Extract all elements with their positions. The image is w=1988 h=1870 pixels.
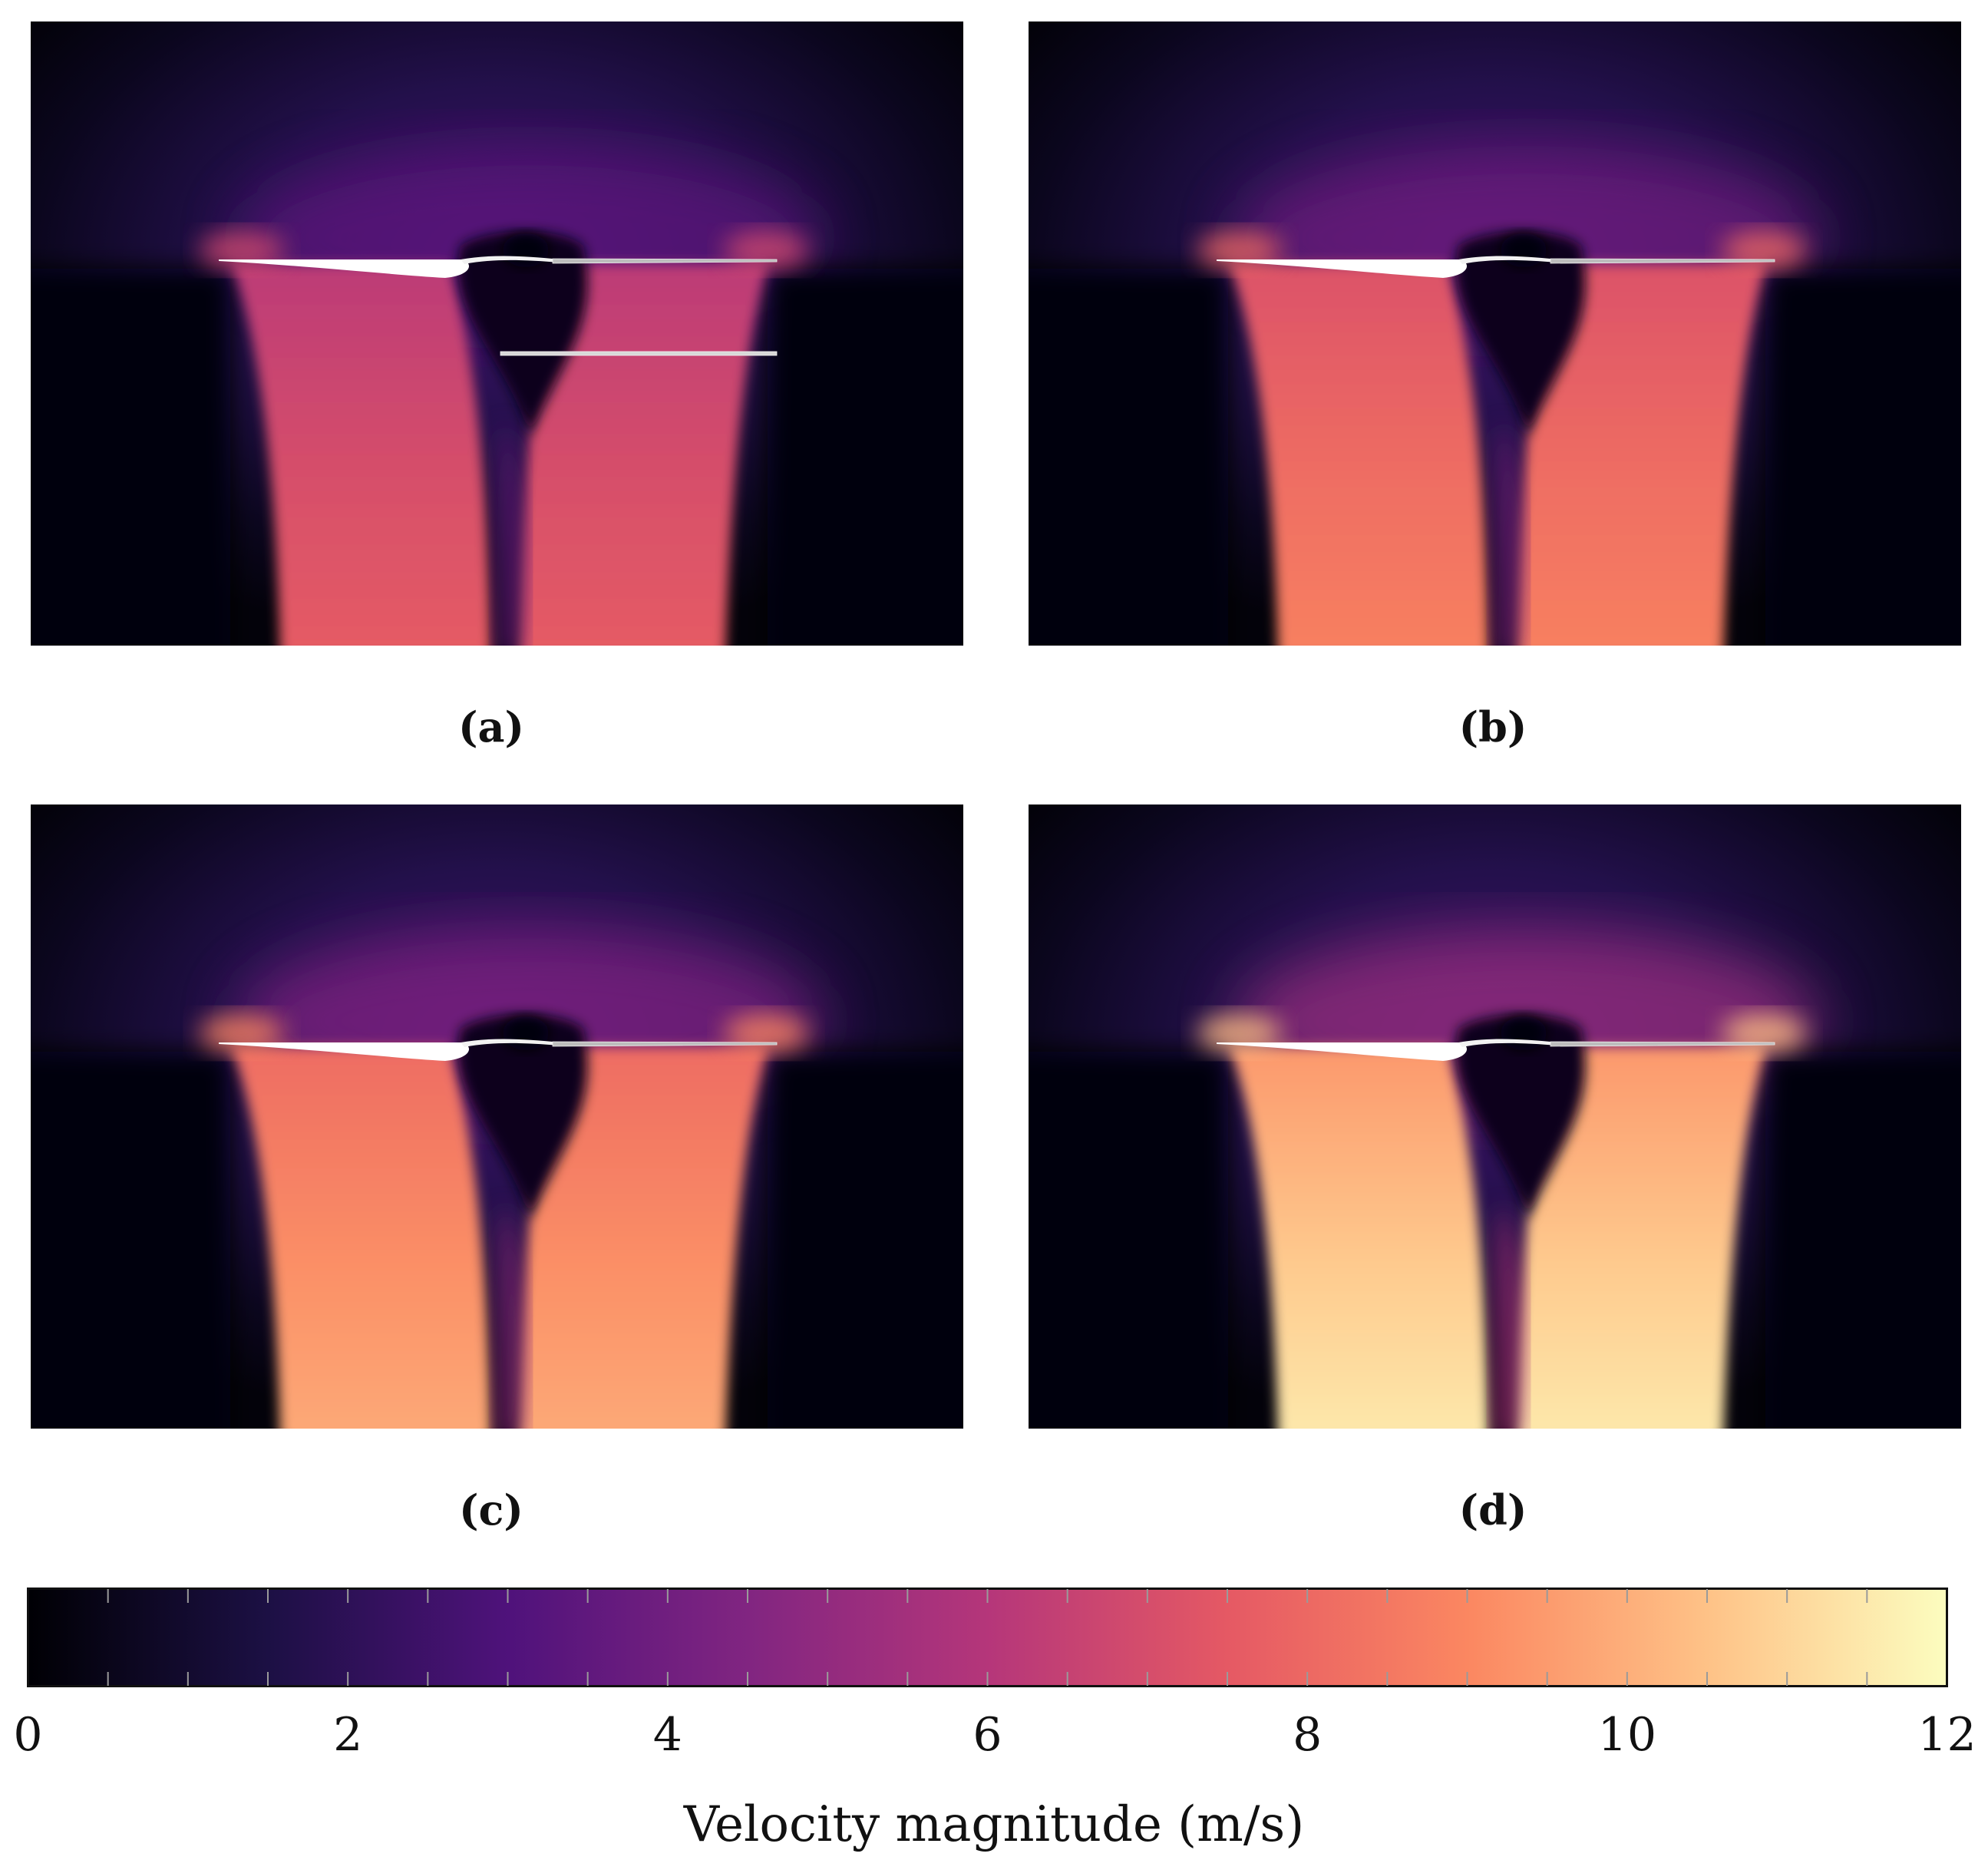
colorbar-tick-label: 8 bbox=[1293, 1708, 1323, 1762]
wake-jet-left bbox=[232, 264, 491, 646]
outer-low-speed-region-left bbox=[1029, 269, 1228, 646]
outer-low-speed-region-right bbox=[768, 269, 963, 646]
velocity-field-panel-a bbox=[31, 21, 963, 646]
rotor-blade-left bbox=[219, 259, 470, 278]
outer-low-speed-region-right bbox=[1765, 269, 1961, 646]
colorbar-tick-label: 4 bbox=[652, 1708, 682, 1762]
hub-stagnation-region bbox=[1501, 1016, 1547, 1050]
hub-wake-trail bbox=[495, 421, 527, 646]
blade-tip-highlight-right bbox=[1722, 1013, 1806, 1053]
downstream-rotor-line bbox=[500, 351, 778, 356]
rotor-blade-right bbox=[552, 1041, 778, 1047]
wake-jet-right bbox=[1516, 264, 1765, 646]
rotor-blade-left bbox=[1217, 259, 1468, 278]
colorbar-title: Velocity magnitude (m/s) bbox=[683, 1796, 1305, 1853]
panel-label-a: (a) bbox=[457, 702, 525, 752]
blade-tip-highlight-right bbox=[1722, 230, 1806, 270]
rotor-blade-left bbox=[219, 1042, 470, 1061]
hub-wake-core bbox=[457, 1014, 588, 1219]
wake-jet-right bbox=[518, 264, 768, 646]
rotor-blade-right bbox=[552, 258, 778, 264]
rotor-hub bbox=[461, 1039, 560, 1047]
hub-stagnation-region bbox=[503, 233, 549, 267]
wake-jet-right bbox=[1516, 1047, 1765, 1429]
colorbar-tick-label: 0 bbox=[13, 1708, 43, 1762]
wake-jet-left bbox=[1230, 264, 1489, 646]
outer-low-speed-region-left bbox=[1029, 1052, 1228, 1429]
rotor-blade-right bbox=[1550, 1041, 1775, 1047]
rotor-blade-right bbox=[1550, 258, 1775, 264]
hub-wake-trail bbox=[1493, 421, 1524, 646]
wake-jet-left bbox=[232, 1047, 491, 1429]
panel-label-b: (b) bbox=[1458, 702, 1527, 752]
wake-jet-left bbox=[1230, 1047, 1489, 1429]
hub-wake-trail bbox=[495, 1204, 527, 1429]
rotor-hub bbox=[1458, 256, 1558, 264]
panel-label-c: (c) bbox=[459, 1485, 523, 1535]
hub-wake-core bbox=[457, 231, 588, 436]
blade-tip-highlight-right bbox=[724, 1013, 808, 1053]
colorbar-tick-label: 2 bbox=[333, 1708, 363, 1762]
hub-stagnation-region bbox=[1501, 233, 1547, 267]
outer-low-speed-region-left bbox=[31, 269, 230, 646]
rotor-hub bbox=[461, 256, 560, 264]
colorbar-tick-label: 6 bbox=[973, 1708, 1002, 1762]
colorbar-tick-label: 10 bbox=[1597, 1708, 1656, 1762]
rotor-hub bbox=[1458, 1039, 1558, 1047]
velocity-field-panel-b bbox=[1029, 21, 1961, 646]
outer-low-speed-region-right bbox=[768, 1052, 963, 1429]
velocity-field-panel-c bbox=[31, 804, 963, 1429]
colorbar-minor-ticks bbox=[107, 1589, 1868, 1686]
hub-wake-core bbox=[1455, 1014, 1586, 1219]
hub-wake-core bbox=[1455, 231, 1586, 436]
outer-low-speed-region-left bbox=[31, 1052, 230, 1429]
velocity-field-panel-d bbox=[1029, 804, 1961, 1429]
wake-jet-right bbox=[518, 1047, 768, 1429]
hub-stagnation-region bbox=[503, 1016, 549, 1050]
hub-wake-trail bbox=[1493, 1204, 1524, 1429]
outer-low-speed-region-right bbox=[1765, 1052, 1961, 1429]
rotor-blade-left bbox=[1217, 1042, 1468, 1061]
colorbar-gradient bbox=[27, 1588, 1948, 1687]
colorbar-tick-label: 12 bbox=[1917, 1708, 1976, 1762]
panel-label-d: (d) bbox=[1458, 1485, 1527, 1535]
colorbar bbox=[27, 1588, 1948, 1687]
blade-tip-highlight-right bbox=[724, 230, 808, 270]
